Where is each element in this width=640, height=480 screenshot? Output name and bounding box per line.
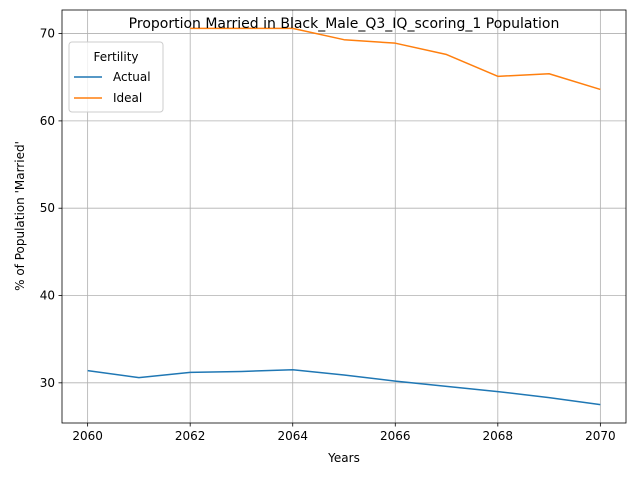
- y-axis-ticks: 30 40 50 60 70: [40, 27, 62, 390]
- x-axis-label: Years: [327, 451, 360, 465]
- x-tick-label: 2060: [72, 429, 103, 443]
- series-line-ideal: [190, 27, 601, 91]
- y-tick-label: 50: [40, 201, 55, 215]
- legend-title: Fertility: [93, 50, 138, 64]
- legend-label-actual: Actual: [113, 70, 151, 84]
- legend: Fertility Actual Ideal: [68, 41, 164, 113]
- legend-items: Actual Ideal: [74, 70, 151, 105]
- x-axis-ticks: 2060 2062 2064 2066 2068 2070: [72, 423, 616, 443]
- y-tick-label: 30: [40, 376, 55, 390]
- x-tick-label: 2068: [483, 429, 514, 443]
- x-tick-label: 2064: [277, 429, 308, 443]
- y-tick-label: 60: [40, 114, 55, 128]
- y-tick-label: 40: [40, 289, 55, 303]
- x-tick-label: 2070: [585, 429, 616, 443]
- y-tick-label: 70: [40, 27, 55, 41]
- legend-box: [68, 41, 164, 113]
- y-axis-label: % of Population 'Married': [13, 141, 27, 291]
- legend-label-ideal: Ideal: [113, 91, 142, 105]
- series-layer: [87, 27, 601, 406]
- grid: [62, 10, 626, 423]
- chart-title: Proportion Married in Black_Male_Q3_IQ_s…: [129, 16, 560, 32]
- x-tick-label: 2066: [380, 429, 411, 443]
- plot-frame: [61, 9, 627, 424]
- x-tick-label: 2062: [175, 429, 206, 443]
- series-line-actual: [87, 368, 601, 406]
